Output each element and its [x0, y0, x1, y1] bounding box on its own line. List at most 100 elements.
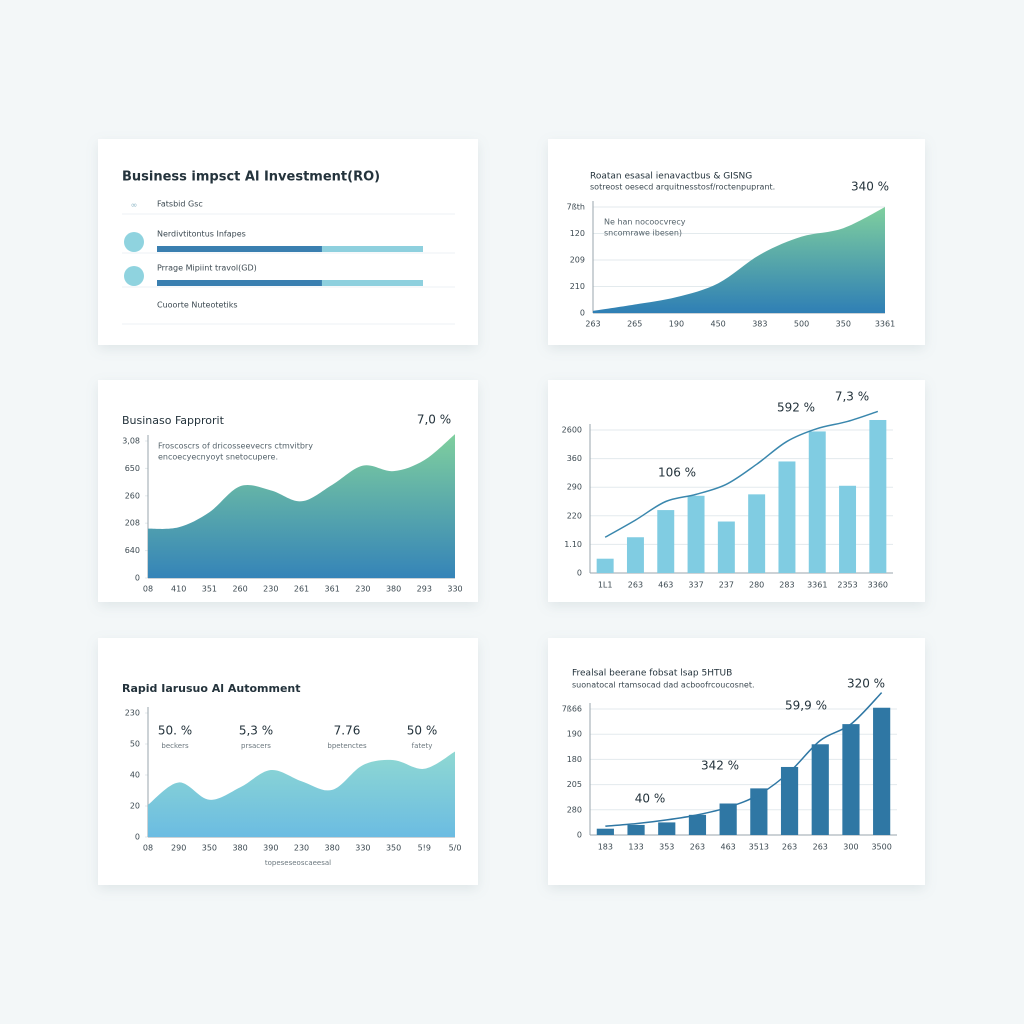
x-tick-label: 3500: [871, 843, 891, 852]
card-subtitle: suonatocal rtamsocad dad acboofrcoucosne…: [572, 681, 755, 690]
annotation-note: beckers: [161, 742, 189, 750]
y-tick-label: 208: [125, 519, 140, 528]
y-tick-label: 0: [135, 833, 140, 842]
x-tick-label: 237: [719, 581, 734, 590]
x-tick-label: 410: [171, 585, 186, 594]
icon: [124, 266, 144, 286]
x-tick-label: 463: [658, 581, 673, 590]
x-tick-label: 337: [688, 581, 703, 590]
note: Ne han nocoocvrecy: [604, 218, 686, 227]
x-tick-label: 330: [355, 844, 370, 853]
x-tick-label: 3361: [807, 581, 827, 590]
x-tick-label: 190: [669, 320, 684, 329]
note: Froscoscrs of dricosseevecrs ctmvitbry: [158, 442, 313, 451]
x-tick-label: 450: [711, 320, 726, 329]
x-tick-label: 230: [263, 585, 278, 594]
row-label: Cuoorte Nuteotetiks: [157, 301, 238, 310]
x-tick-label: 263: [690, 843, 705, 852]
x-tick-label: 133: [628, 843, 643, 852]
card: [548, 638, 925, 885]
y-tick-label: 2600: [562, 426, 582, 435]
y-tick-label: 205: [567, 780, 582, 789]
y-tick-label: 190: [567, 730, 582, 739]
note: encoecyecnyoyt snetocupere.: [158, 453, 278, 462]
bar: [627, 824, 645, 835]
annotation: 106 %: [658, 466, 696, 480]
bar: [717, 521, 735, 573]
bar: [750, 788, 768, 835]
annotation: 340 %: [851, 180, 889, 194]
annotation: 592 %: [777, 401, 815, 415]
annotation: 59,9 %: [785, 699, 827, 713]
x-tick-label: 380: [325, 844, 340, 853]
bar: [596, 828, 614, 835]
y-tick-label: 120: [570, 229, 585, 238]
x-tick-label: 283: [779, 581, 794, 590]
y-tick-label: 0: [577, 831, 582, 840]
x-tick-label: 300: [843, 843, 858, 852]
bar: [658, 822, 676, 835]
bar: [811, 744, 829, 835]
bar: [687, 495, 705, 573]
bar: [596, 558, 614, 573]
y-tick-label: 280: [567, 805, 582, 814]
card-title: Rapid Iarusuo Al Automment: [122, 682, 301, 695]
x-tick-label: 5!9: [418, 844, 431, 853]
area: [148, 751, 455, 837]
card: [98, 139, 478, 345]
x-tick-label: 380: [386, 585, 401, 594]
x-tick-label: 290: [171, 844, 186, 853]
y-tick-label: 180: [567, 755, 582, 764]
y-tick-label: 220: [567, 511, 582, 520]
card: [98, 638, 478, 885]
y-tick-label: 40: [130, 771, 140, 780]
bar: [873, 707, 891, 835]
card-title: Frealsal beerane fobsat lsap 5HTUB: [572, 669, 732, 679]
bar: [842, 724, 860, 835]
x-tick-label: 3360: [868, 581, 888, 590]
row-label: Fatsbid Gsc: [157, 200, 203, 209]
annotation: 7,0 %: [417, 413, 451, 427]
x-tick-label: 3513: [749, 843, 769, 852]
y-tick-label: 0: [135, 574, 140, 583]
x-tick-label: 263: [585, 320, 600, 329]
bar: [839, 485, 857, 573]
y-tick-label: 230: [125, 709, 140, 718]
progress-bar: [157, 280, 322, 286]
x-tick-label: 2353: [837, 581, 857, 590]
y-tick-label: 7ß66: [562, 705, 582, 714]
x-tick-label: 263: [813, 843, 828, 852]
x-tick-label: 293: [417, 585, 432, 594]
area: [593, 207, 885, 313]
bar: [780, 766, 799, 835]
x-tick-label: 380: [232, 844, 247, 853]
x-tick-label: 280: [749, 581, 764, 590]
bar: [626, 537, 644, 573]
card-title: Businaso Fapprorit: [122, 414, 225, 427]
annotation: 320 %: [847, 677, 885, 691]
row-label: Nerdivtitontus Infapes: [157, 230, 246, 239]
trend-line: [604, 410, 879, 538]
x-tick-label: 230: [355, 585, 370, 594]
bar: [808, 431, 826, 573]
x-tick-label: 390: [263, 844, 278, 853]
x-tick-label: 500: [794, 320, 809, 329]
y-tick-label: 290: [567, 483, 582, 492]
x-tick-label: 350: [386, 844, 401, 853]
x-tick-label: 361: [325, 585, 340, 594]
annotation: 50 %: [407, 724, 438, 738]
y-tick-label: 20: [130, 802, 140, 811]
annotation: 50. %: [158, 724, 192, 738]
annotation-note: bpetenctes: [327, 742, 367, 750]
annotation-note: fatety: [412, 742, 433, 750]
annotation: 342 %: [701, 759, 739, 773]
area: [148, 434, 455, 578]
card-subtitle: sotreost oesecd arquitnesstosf/roctenpup…: [590, 183, 775, 192]
annotation-note: prsacers: [241, 742, 271, 750]
annotation: 7.76: [334, 724, 361, 738]
bar: [748, 494, 766, 573]
annotation: 40 %: [635, 792, 666, 806]
x-tick-label: 3361: [875, 320, 895, 329]
